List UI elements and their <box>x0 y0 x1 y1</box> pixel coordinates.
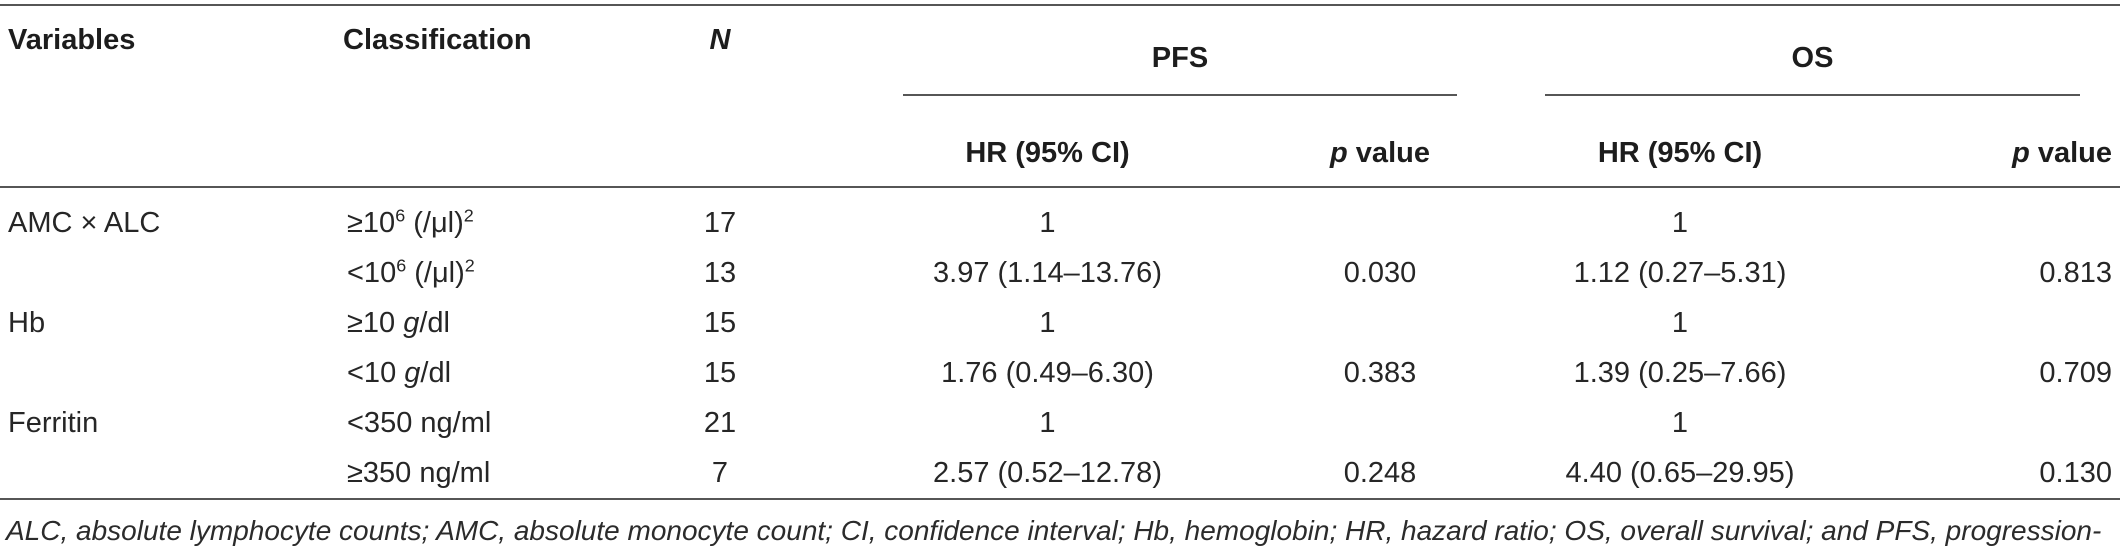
os-p-cell <box>1815 187 2120 248</box>
classification-cell: ≥10 g/dl <box>347 306 451 339</box>
os-hr-cell: 1.39 (0.25–7.66) <box>1573 356 1787 389</box>
n-cell: 15 <box>703 356 737 389</box>
pfs-group-label: PFS <box>1151 42 1209 74</box>
table-footnote: ALC, absolute lymphocyte counts; AMC, ab… <box>0 514 2120 547</box>
n-cell: 7 <box>560 448 880 500</box>
os-hr-cell: 4.40 (0.65–29.95) <box>1545 448 1815 500</box>
pfs-p-cell: 0.248 <box>1215 448 1545 500</box>
p-symbol: p <box>2012 137 2030 169</box>
variables-column-header: Variables <box>8 24 136 56</box>
pfs-p-cell <box>1215 398 1545 448</box>
empty-header-cell <box>335 96 560 188</box>
os-p-cell: 0.130 <box>1815 448 2120 500</box>
pfs-p-cell: 0.383 <box>1343 356 1417 389</box>
variable-cell <box>0 448 335 500</box>
pfs-hr-cell: 2.57 (0.52–12.78) <box>880 448 1215 500</box>
n-column-header: N <box>709 24 731 56</box>
empty-header-cell <box>560 96 880 188</box>
variable-cell <box>0 348 335 398</box>
n-cell: 17 <box>703 206 737 239</box>
classification-column-header: Classification <box>343 24 532 56</box>
os-p-cell <box>1815 298 2120 348</box>
variable-cell: Hb <box>8 306 46 339</box>
pfs-hr-ci-header: HR (95% CI) <box>880 96 1215 188</box>
pfs-hr-cell: 1.76 (0.49–6.30) <box>941 356 1154 389</box>
header-row-subcolumns: HR (95% CI) p value HR (95% CI) p value <box>0 96 2120 188</box>
p-value-word: value <box>2029 137 2112 169</box>
os-hr-ci-header: HR (95% CI) <box>1545 96 1815 188</box>
variable-cell: AMC × ALC <box>8 206 161 239</box>
os-group-header: OS <box>1545 5 2120 96</box>
os-hr-cell: 1 <box>1671 406 1689 439</box>
variable-cell <box>0 248 335 298</box>
table-body: AMC × ALC ≥106 (/μl)2 17 1 1 <106 (/μl)2… <box>0 187 2120 500</box>
table-row: ≥350 ng/ml 7 2.57 (0.52–12.78) 0.248 4.4… <box>0 448 2120 500</box>
table-row: AMC × ALC ≥106 (/μl)2 17 1 1 <box>0 187 2120 248</box>
survival-analysis-table: Variables Classification N PFS OS HR (95… <box>0 4 2120 500</box>
os-hr-cell: 1 <box>1671 206 1689 239</box>
os-p-cell: 0.709 <box>2039 356 2112 389</box>
pfs-hr-cell: 3.97 (1.14–13.76) <box>933 256 1162 289</box>
table-row: Hb ≥10 g/dl 15 1 1 <box>0 298 2120 348</box>
table-row: <106 (/μl)2 13 3.97 (1.14–13.76) 0.030 1… <box>0 248 2120 298</box>
table-row: <10 g/dl 15 1.76 (0.49–6.30) 0.383 1.39 … <box>0 348 2120 398</box>
n-cell: 21 <box>703 406 737 439</box>
table-header: Variables Classification N PFS OS HR (95… <box>0 5 2120 188</box>
classification-cell: ≥106 (/μl)2 <box>347 204 474 239</box>
classification-cell: ≥350 ng/ml <box>335 448 560 500</box>
footnote-line-1: ALC, absolute lymphocyte counts; AMC, ab… <box>6 515 2102 546</box>
header-row-groups: Variables Classification N PFS OS <box>0 5 2120 96</box>
empty-header-cell <box>0 96 335 188</box>
os-p-cell <box>1815 398 2120 448</box>
os-p-cell: 0.813 <box>2039 256 2112 289</box>
os-hr-cell: 1.12 (0.27–5.31) <box>1573 256 1787 289</box>
pfs-p-value-header: p value <box>1215 96 1545 188</box>
os-p-value-header: p value <box>1815 96 2120 188</box>
classification-cell: <350 ng/ml <box>347 406 492 439</box>
pfs-p-cell: 0.030 <box>1343 256 1417 289</box>
pfs-hr-cell: 1 <box>1039 406 1056 439</box>
pfs-group-header: PFS <box>880 5 1545 96</box>
n-cell: 15 <box>703 306 737 339</box>
p-value-word: value <box>1347 137 1430 169</box>
table-row: Ferritin <350 ng/ml 21 1 1 <box>0 398 2120 448</box>
p-symbol: p <box>1330 137 1348 169</box>
variable-cell: Ferritin <box>8 406 99 439</box>
os-group-underline <box>1545 94 2080 96</box>
statistics-table-figure: Variables Classification N PFS OS HR (95… <box>0 4 2120 547</box>
classification-cell: <106 (/μl)2 <box>347 254 475 289</box>
classification-cell: <10 g/dl <box>347 356 452 389</box>
pfs-hr-cell: 1 <box>1039 306 1056 339</box>
pfs-hr-cell: 1 <box>1039 206 1056 239</box>
os-hr-cell: 1 <box>1671 306 1689 339</box>
pfs-p-cell <box>1215 298 1545 348</box>
pfs-p-cell <box>1215 187 1545 248</box>
pfs-group-underline <box>903 94 1457 96</box>
n-cell: 13 <box>703 256 737 289</box>
os-group-label: OS <box>1791 42 1834 74</box>
